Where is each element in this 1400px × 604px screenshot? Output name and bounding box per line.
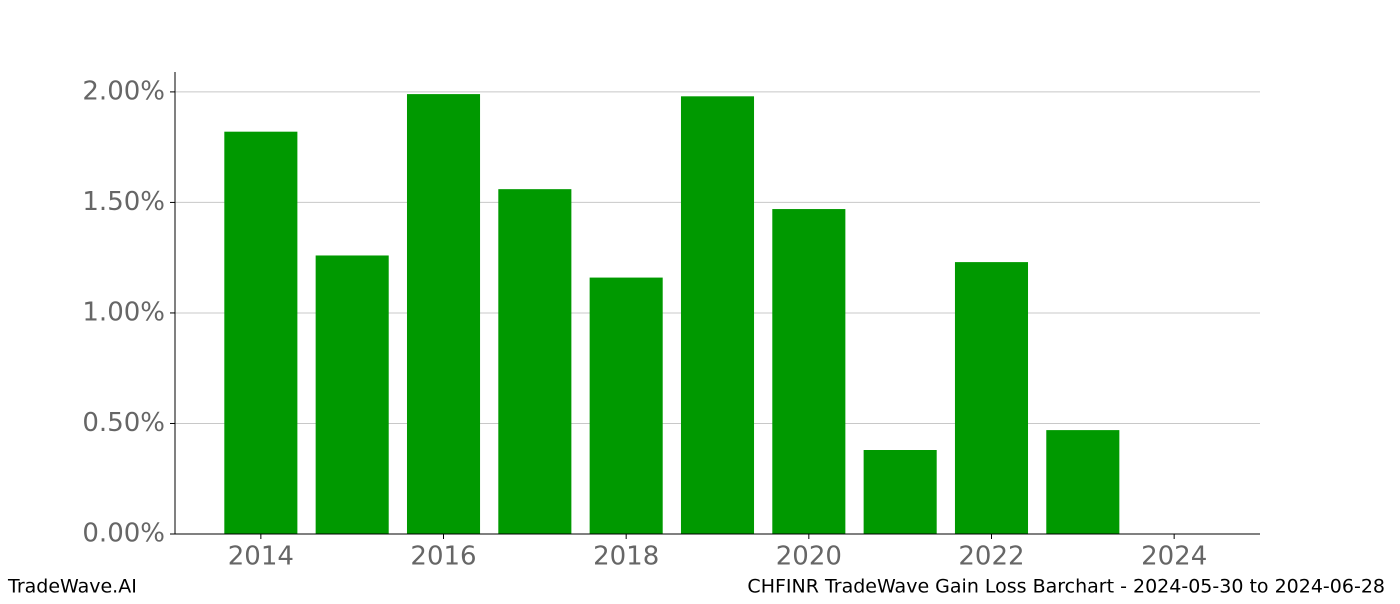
x-tick-label: 2016 [410, 542, 476, 572]
y-tick-label: 2.00% [82, 76, 165, 106]
bar [954, 262, 1029, 534]
bar [589, 277, 663, 534]
x-tick-label: 2024 [1141, 542, 1207, 572]
y-tick-label: 0.00% [82, 519, 165, 549]
y-tick-label: 0.50% [82, 408, 165, 438]
x-tick-label: 2022 [958, 542, 1024, 572]
bar [224, 131, 298, 534]
bar [772, 209, 846, 535]
bar [1046, 430, 1120, 534]
x-tick-label: 2018 [593, 542, 659, 572]
bar [680, 96, 755, 534]
y-tick-label: 1.00% [82, 297, 165, 327]
x-tick-label: 2014 [228, 542, 294, 572]
footer-right: CHFINR TradeWave Gain Loss Barchart - 20… [747, 576, 1385, 598]
footer-left: TradeWave.AI [7, 576, 137, 598]
bar [406, 94, 481, 535]
y-tick-label: 1.50% [82, 187, 165, 217]
x-tick-label: 2020 [776, 542, 842, 572]
bar [315, 255, 389, 534]
bar [863, 450, 937, 534]
bar [498, 189, 572, 534]
